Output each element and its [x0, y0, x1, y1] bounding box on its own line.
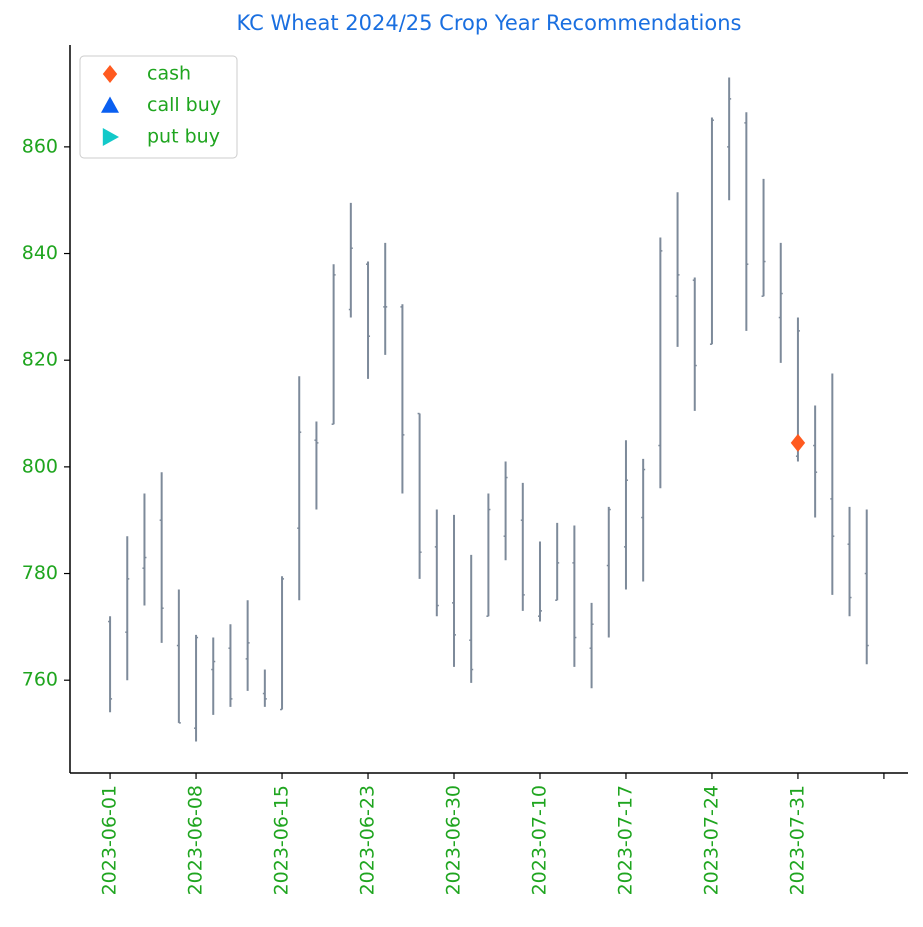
legend-marker [102, 128, 119, 146]
legend-label: put buy [147, 126, 220, 148]
legend-marker [102, 65, 118, 83]
y-tick-label: 780 [22, 562, 58, 584]
x-tick-label: 2023-06-15 [271, 785, 293, 895]
x-tick-label: 2023-07-10 [528, 785, 550, 895]
x-tick-label: 2023-07-24 [700, 785, 722, 895]
y-tick-label: 820 [22, 349, 58, 371]
x-tick-label: 2023-07-17 [614, 785, 636, 895]
x-tick-label: 2023-06-23 [357, 785, 379, 895]
marker [790, 433, 806, 452]
legend-label: cash [147, 63, 191, 85]
y-tick-label: 860 [22, 135, 58, 157]
x-tick-label: 2023-06-01 [99, 785, 121, 895]
y-tick-label: 760 [22, 669, 58, 691]
legend-label: call buy [147, 94, 221, 116]
y-tick-label: 840 [22, 242, 58, 264]
legend-box [79, 55, 238, 159]
legend: cash call buy put buy [79, 55, 238, 159]
chart-title: KC Wheat 2024/25 Crop Year Recommendatio… [237, 11, 742, 35]
x-tick-label: 2023-07-31 [786, 785, 808, 895]
x-tick-label: 2023-06-08 [185, 785, 207, 895]
legend-marker [101, 96, 119, 113]
x-tick-label: 2023-06-30 [443, 785, 465, 895]
y-tick-label: 800 [22, 455, 58, 477]
